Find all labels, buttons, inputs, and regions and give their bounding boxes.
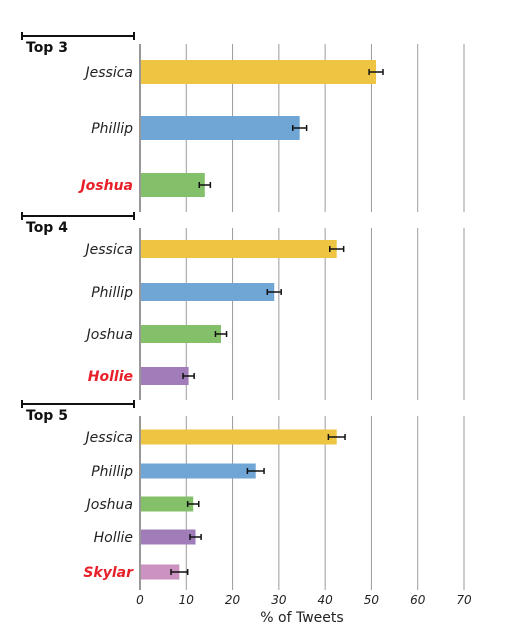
x-axis-title: % of Tweets (260, 610, 343, 626)
bar-skylar (141, 564, 180, 580)
bar-joshua (141, 325, 221, 343)
bar-jessica (141, 240, 337, 258)
bar-hollie (141, 367, 189, 385)
bar-jessica (141, 429, 337, 445)
category-label: Hollie (94, 530, 133, 546)
bar-jessica (141, 60, 377, 84)
bar-joshua (141, 173, 205, 197)
category-label: Jessica (83, 65, 134, 81)
x-tick-label: 0 (136, 593, 144, 607)
x-tick-label: 30 (271, 593, 287, 607)
bar-joshua (141, 496, 194, 512)
category-label: Jessica (83, 430, 134, 446)
bar-phillip (141, 116, 300, 140)
x-tick-label: 20 (225, 593, 241, 607)
bar-phillip (141, 463, 256, 479)
category-label: Phillip (91, 285, 133, 301)
bar-hollie (141, 529, 196, 545)
category-label: Joshua (77, 178, 133, 194)
x-tick-label: 60 (410, 593, 426, 607)
x-tick-label: 10 (179, 593, 195, 607)
category-label: Joshua (84, 327, 133, 343)
category-label: Joshua (84, 497, 133, 513)
x-tick-label: 50 (364, 593, 380, 607)
category-label: Phillip (91, 121, 133, 137)
panel-title: Top 3 (26, 40, 68, 56)
x-tick-label: 40 (318, 593, 334, 607)
bar-phillip (141, 283, 275, 301)
panel-title: Top 5 (26, 408, 68, 424)
panel-title: Top 4 (26, 220, 68, 236)
category-label: Phillip (91, 464, 133, 480)
x-tick-label: 70 (456, 593, 472, 607)
category-label: Hollie (88, 369, 133, 385)
category-label: Jessica (83, 242, 134, 258)
category-label: Skylar (83, 565, 134, 581)
